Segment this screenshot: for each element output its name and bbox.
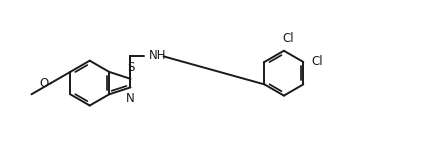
Text: O: O: [39, 77, 48, 90]
Text: Cl: Cl: [283, 32, 294, 45]
Text: NH: NH: [148, 49, 166, 62]
Text: Cl: Cl: [311, 55, 323, 68]
Text: S: S: [127, 61, 134, 75]
Text: N: N: [126, 92, 135, 105]
